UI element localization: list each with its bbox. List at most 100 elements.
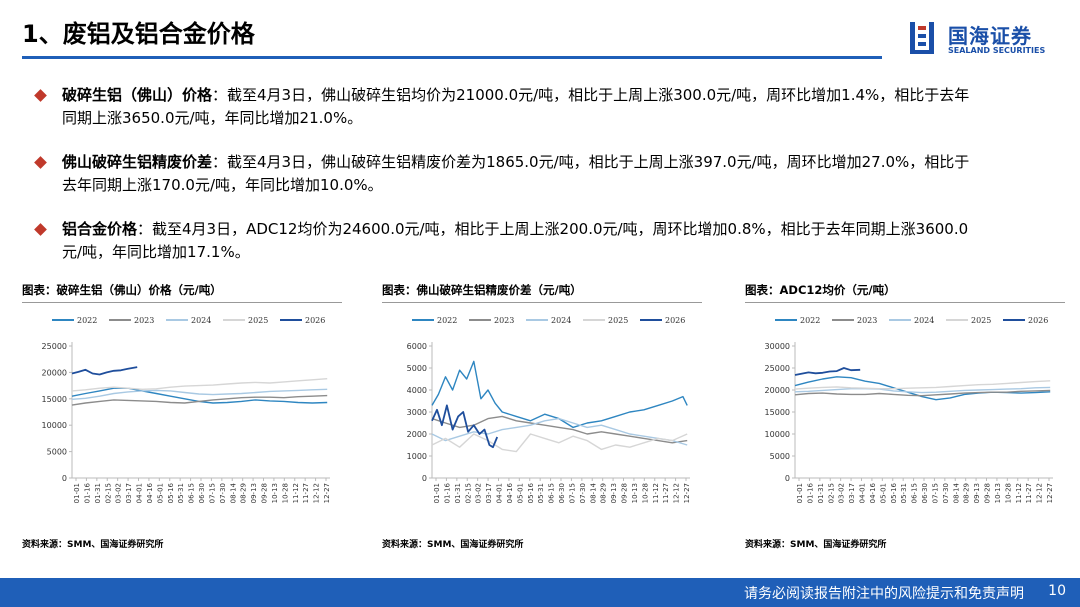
- x-tick-label: 07-15: [208, 483, 216, 503]
- x-tick-label: 03-17: [485, 483, 493, 503]
- x-tick-label: 05-01: [156, 483, 164, 503]
- x-tick-label: 05-01: [516, 483, 524, 503]
- x-tick-label: 06-30: [921, 483, 929, 503]
- series-line-2024: [71, 388, 328, 400]
- x-tick-label: 12-12: [313, 483, 321, 503]
- x-tick-label: 04-01: [136, 483, 144, 503]
- x-tick-label: 04-01: [496, 483, 504, 503]
- x-tick-label: 04-16: [146, 482, 154, 503]
- x-tick-label: 09-28: [261, 483, 269, 503]
- x-tick-label: 01-01: [73, 483, 81, 503]
- x-tick-label: 12-27: [323, 483, 331, 503]
- legend-label: 2022: [77, 316, 97, 325]
- x-tick-label: 05-31: [537, 483, 545, 503]
- y-tick-label: 1000: [407, 452, 427, 461]
- x-tick-label: 09-28: [984, 483, 992, 503]
- y-tick-label: 25000: [765, 364, 790, 373]
- x-tick-label: 09-28: [621, 483, 629, 503]
- x-tick-label: 01-31: [454, 483, 462, 503]
- legend-label: 2024: [551, 316, 571, 325]
- x-tick-label: 11-27: [302, 483, 310, 503]
- x-tick-label: 06-15: [548, 483, 556, 503]
- series-line-2025: [71, 378, 328, 392]
- sealand-logo-icon: [910, 22, 934, 54]
- y-tick-label: 0: [785, 474, 790, 483]
- x-tick-label: 05-31: [177, 483, 185, 503]
- x-tick-label: 10-28: [281, 483, 289, 503]
- diamond-bullet-icon: [34, 156, 47, 169]
- chart-panel-scrap-price: 图表：破碎生铝（佛山）价格（元/吨） 2022 2023 2024 2025 2026 0…: [22, 282, 342, 554]
- x-tick-label: 09-13: [610, 483, 618, 503]
- x-tick-label: 07-15: [568, 483, 576, 503]
- chart-title: 图表：佛山破碎生铝精废价差（元/吨）: [382, 283, 582, 297]
- chart-title-rule: [22, 302, 342, 303]
- x-tick-label: 02-15: [104, 483, 112, 503]
- legend-label: 2023: [494, 316, 514, 325]
- x-tick-label: 04-16: [506, 482, 514, 503]
- y-tick-label: 4000: [407, 386, 427, 395]
- chart-adc12: 2022 2023 2024 2025 2026 0 5000 10000 15000 20000…: [765, 316, 1054, 503]
- legend-label: 2022: [437, 316, 457, 325]
- bullet-item: 佛山破碎生铝精废价差：截至4月3日，佛山破碎生铝精废价差为1865.0元/吨，相…: [34, 151, 984, 197]
- x-tick-label: 06-30: [198, 483, 206, 503]
- legend-label: 2023: [857, 316, 877, 325]
- x-tick-label: 05-16: [527, 482, 535, 503]
- x-tick-label: 10-28: [1004, 483, 1012, 503]
- x-tick-label: 10-28: [641, 483, 649, 503]
- chart-title-rule: [745, 302, 1065, 303]
- y-tick-label: 3000: [407, 408, 427, 417]
- diamond-bullet-icon: [34, 89, 47, 102]
- page-title: 1、废铝及铝合金价格: [22, 20, 255, 48]
- legend-label: 2025: [971, 316, 991, 325]
- y-tick-label: 20000: [765, 386, 790, 395]
- chart-scrap-price: 2022 2023 2024 2025 2026 0 5000 10000 15000 20000…: [42, 316, 331, 503]
- bullet-text: ：截至4月3日，ADC12均价为24600.0元/吨，相比于上周上涨200.0元…: [62, 220, 969, 261]
- x-tick-label: 06-15: [188, 483, 196, 503]
- disclaimer-text: 请务必阅读报告附注中的风险提示和免责声明: [744, 586, 1024, 602]
- chart-source: 资料来源：SMM、国海证券研究所: [382, 540, 524, 550]
- logo-en: SEALAND SECURITIES: [948, 46, 1046, 55]
- x-tick-label: 08-29: [240, 483, 248, 503]
- y-tick-label: 6000: [407, 342, 427, 351]
- x-tick-label: 08-29: [963, 483, 971, 503]
- x-tick-label: 01-31: [94, 483, 102, 503]
- y-tick-label: 15000: [42, 395, 67, 404]
- legend-label: 2024: [191, 316, 211, 325]
- series-line-2023: [71, 394, 328, 406]
- bullet-head: 破碎生铝（佛山）价格: [62, 86, 213, 104]
- x-tick-label: 03-02: [115, 483, 123, 503]
- legend-label: 2026: [1028, 316, 1048, 325]
- x-tick-label: 07-30: [942, 483, 950, 503]
- x-tick-label: 03-17: [848, 483, 856, 503]
- series-line-2023: [794, 389, 1051, 397]
- x-tick-label: 05-31: [900, 483, 908, 503]
- x-tick-label: 06-15: [911, 483, 919, 503]
- y-tick-label: 10000: [42, 421, 67, 430]
- x-tick-label: 03-02: [838, 483, 846, 503]
- chart-panel-price-spread: 图表：佛山破碎生铝精废价差（元/吨） 2022 2023 2024 2025 2026 0…: [382, 282, 702, 554]
- x-tick-label: 08-14: [229, 482, 237, 503]
- x-tick-label: 11-12: [292, 483, 300, 503]
- series-line-2024: [794, 386, 1051, 394]
- x-tick-label: 04-16: [869, 482, 877, 503]
- header-rule: [22, 56, 882, 59]
- bullet-item: 铝合金价格：截至4月3日，ADC12均价为24600.0元/吨，相比于上周上涨2…: [34, 218, 984, 264]
- x-tick-label: 01-31: [817, 483, 825, 503]
- logo-cn: 国海证券: [948, 24, 1032, 48]
- x-tick-label: 09-13: [250, 483, 258, 503]
- y-tick-label: 0: [62, 474, 67, 483]
- chart-source: 资料来源：SMM、国海证券研究所: [22, 540, 164, 550]
- chart-panel-adc12: 图表：ADC12均价（元/吨） 2022 2023 2024 2025 2026 0 500…: [745, 282, 1065, 554]
- legend-label: 2025: [248, 316, 268, 325]
- x-tick-label: 09-13: [973, 483, 981, 503]
- x-tick-label: 12-12: [673, 483, 681, 503]
- chart-title-rule: [382, 302, 702, 303]
- y-tick-label: 30000: [765, 342, 790, 351]
- x-tick-label: 03-02: [475, 483, 483, 503]
- series-line-2026: [794, 367, 861, 376]
- x-tick-label: 01-01: [796, 483, 804, 503]
- bullet-item: 破碎生铝（佛山）价格：截至4月3日，佛山破碎生铝均价为21000.0元/吨，相比…: [34, 84, 984, 130]
- y-tick-label: 2000: [407, 430, 427, 439]
- x-tick-label: 11-27: [662, 483, 670, 503]
- chart-price-spread: 2022 2023 2024 2025 2026 0 1000 2000 3000 4000 500…: [407, 316, 691, 503]
